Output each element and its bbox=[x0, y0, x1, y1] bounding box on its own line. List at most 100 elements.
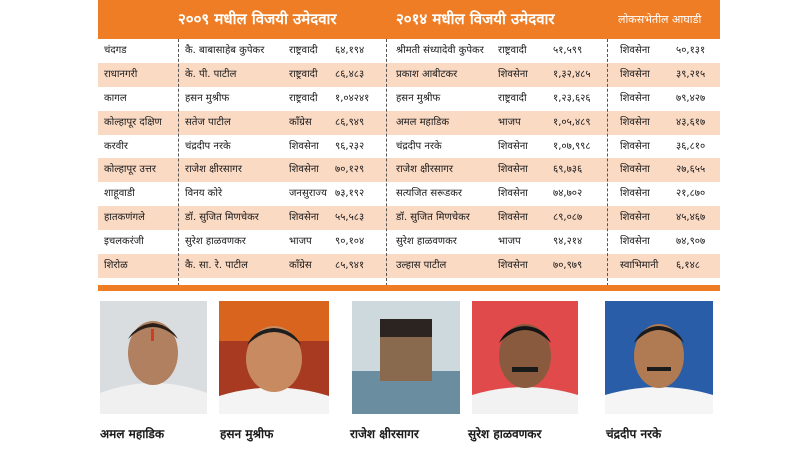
cell-votes-2014: १,०५,४८९ bbox=[553, 116, 591, 128]
cell-constituency: करवीर bbox=[104, 140, 129, 152]
table-row: शाहूवाडी विनय कोरे जनसुराज्य ७३,१९२ सत्यजित … bbox=[98, 182, 720, 207]
cell-party-2014: राष्ट्रवादी bbox=[498, 92, 527, 104]
cell-votes-2009: ८६,४८३ bbox=[335, 68, 365, 80]
portrait-image bbox=[100, 301, 207, 414]
table-row: कोल्हापूर दक्षिण सतेज पाटील काँग्रेस ८६,९४९… bbox=[98, 110, 720, 135]
cell-votes-2009: ८६,९४९ bbox=[335, 116, 365, 128]
cell-winner-2009: कै. बाबासाहेब कुपेकर bbox=[185, 45, 265, 56]
cell-votes-2009: ८५,९४१ bbox=[335, 260, 365, 272]
cell-lead-party: शिवसेना bbox=[620, 92, 650, 104]
cell-lead-votes: ४५,४६७ bbox=[676, 212, 706, 224]
cell-party-2014: शिवसेना bbox=[498, 188, 528, 200]
cell-party-2009: राष्ट्रवादी bbox=[289, 92, 318, 104]
cell-party-2014: शिवसेना bbox=[498, 140, 528, 152]
cell-votes-2014: ६९,७३६ bbox=[553, 164, 583, 176]
cell-lead-party: शिवसेना bbox=[620, 188, 650, 200]
cell-party-2014: भाजप bbox=[498, 236, 521, 248]
cell-constituency: हातकणंगले bbox=[104, 212, 145, 224]
cell-lead-party: शिवसेना bbox=[620, 140, 650, 152]
header-2009: २००९ मधील विजयी उमेदवार bbox=[178, 10, 337, 28]
results-table: २००९ मधील विजयी उमेदवार २०१४ मधील विजयी … bbox=[98, 0, 720, 291]
table-row: कोल्हापूर उत्तर राजेश क्षीरसागर शिवसेना ७०,… bbox=[98, 158, 720, 183]
cell-lead-votes: ५०,१३१ bbox=[676, 45, 706, 56]
photo-suresh-halvankar bbox=[472, 301, 578, 414]
cell-lead-votes: २१,८७० bbox=[676, 188, 706, 200]
cell-lead-party: शिवसेना bbox=[620, 164, 650, 176]
cell-party-2009: काँग्रेस bbox=[289, 260, 312, 272]
cell-winner-2014: डॉ. सुजित मिणचेकर bbox=[396, 212, 470, 224]
cell-votes-2009: ५५,५८३ bbox=[335, 212, 365, 224]
table-bottom-bar bbox=[98, 285, 720, 291]
cell-lead-party: शिवसेना bbox=[620, 68, 650, 80]
caption-amal-mahadik: अमल महाडिक bbox=[100, 427, 165, 441]
cell-winner-2009: हसन मुश्रीफ bbox=[185, 92, 230, 104]
table-row: करवीर चंद्रदीप नरके शिवसेना ९६,२३२ चंद्रदीप … bbox=[98, 134, 720, 159]
cell-constituency: कोल्हापूर दक्षिण bbox=[104, 116, 162, 128]
cell-winner-2009: विनय कोरे bbox=[185, 188, 223, 200]
cell-constituency: इचलकरंजी bbox=[104, 236, 144, 248]
caption-rajesh-kshirsagar: राजेश क्षीरसागर bbox=[350, 427, 419, 441]
cell-lead-party: शिवसेना bbox=[620, 116, 650, 128]
cell-party-2009: शिवसेना bbox=[289, 164, 319, 176]
photo-rajesh-kshirsagar bbox=[352, 301, 460, 414]
cell-lead-party: शिवसेना bbox=[620, 212, 650, 224]
cell-party-2009: राष्ट्रवादी bbox=[289, 68, 318, 80]
cell-winner-2014: हसन मुश्रीफ bbox=[396, 92, 441, 104]
photo-amal-mahadik bbox=[100, 301, 207, 414]
divider-1 bbox=[178, 39, 179, 291]
cell-winner-2009: सतेज पाटील bbox=[185, 116, 231, 128]
cell-party-2009: काँग्रेस bbox=[289, 116, 312, 128]
cell-party-2014: भाजप bbox=[498, 116, 521, 128]
header-2014: २०१४ मधील विजयी उमेदवार bbox=[396, 10, 555, 28]
cell-constituency: शाहूवाडी bbox=[104, 188, 135, 200]
photo-chandradeep-narke bbox=[605, 301, 713, 414]
cell-constituency: शिरोळ bbox=[104, 260, 128, 272]
caption-hasan-mushrif: हसन मुश्रीफ bbox=[220, 427, 274, 441]
cell-party-2014: राष्ट्रवादी bbox=[498, 45, 527, 56]
cell-lead-votes: ३६,८१० bbox=[676, 140, 706, 152]
cell-lead-votes: ३९,२१५ bbox=[676, 68, 706, 80]
cell-votes-2014: ७४,७०२ bbox=[553, 188, 583, 200]
table-row: इचलकरंजी सुरेश हाळवणकर भाजप ९०,१०४ सुरेश हाळ… bbox=[98, 230, 720, 255]
cell-winner-2009: सुरेश हाळवणकर bbox=[185, 236, 246, 248]
cell-lead-votes: ७४,९०७ bbox=[676, 236, 706, 248]
cell-party-2014: शिवसेना bbox=[498, 212, 528, 224]
cell-winner-2009: राजेश क्षीरसागर bbox=[185, 164, 242, 176]
cell-votes-2014: ५१,५९९ bbox=[553, 45, 583, 56]
cell-winner-2009: चंद्रदीप नरके bbox=[185, 140, 231, 152]
caption-chandradeep-narke: चंद्रदीप नरके bbox=[606, 427, 662, 441]
cell-party-2009: जनसुराज्य bbox=[289, 188, 327, 200]
table-row: राधानगरी के. पी. पाटील राष्ट्रवादी ८६,४८३ प्… bbox=[98, 62, 720, 87]
cell-lead-votes: ४३,६१७ bbox=[676, 116, 706, 128]
cell-winner-2014: श्रीमती संध्यादेवी कुपेकर bbox=[396, 45, 484, 56]
table-body: चंदगड कै. बाबासाहेब कुपेकर राष्ट्रवादी ६४,१… bbox=[98, 39, 720, 278]
cell-party-2014: शिवसेना bbox=[498, 68, 528, 80]
portrait-image bbox=[472, 301, 578, 414]
cell-votes-2014: १,२३,६२६ bbox=[553, 92, 591, 104]
cell-votes-2009: ९०,१०४ bbox=[335, 236, 365, 248]
table-header: २००९ मधील विजयी उमेदवार २०१४ मधील विजयी … bbox=[98, 0, 720, 39]
portrait-image bbox=[219, 301, 329, 414]
cell-constituency: चंदगड bbox=[104, 45, 127, 56]
portrait-image bbox=[352, 301, 460, 414]
cell-votes-2014: १,३२,४८५ bbox=[553, 68, 591, 80]
divider-3 bbox=[607, 39, 608, 291]
cell-votes-2009: ९६,२३२ bbox=[335, 140, 365, 152]
cell-party-2009: शिवसेना bbox=[289, 140, 319, 152]
cell-votes-2009: ६४,१९४ bbox=[335, 45, 365, 56]
cell-lead-votes: ६,१४८ bbox=[676, 260, 700, 272]
cell-votes-2014: ९४,२१४ bbox=[553, 236, 583, 248]
table-row: कागल हसन मुश्रीफ राष्ट्रवादी १,०४२४१ हसन मुश… bbox=[98, 86, 720, 111]
divider-2 bbox=[386, 39, 387, 291]
cell-winner-2014: उल्हास पाटील bbox=[396, 260, 447, 272]
cell-votes-2014: १,०७,९९८ bbox=[553, 140, 591, 152]
cell-constituency: कागल bbox=[104, 92, 127, 104]
cell-lead-votes: २७,६५५ bbox=[676, 164, 706, 176]
cell-lead-votes: ७९,४२७ bbox=[676, 92, 706, 104]
table-row: शिरोळ कै. सा. रे. पाटील काँग्रेस ८५,९४१ उल्ह… bbox=[98, 254, 720, 278]
cell-constituency: कोल्हापूर उत्तर bbox=[104, 164, 156, 176]
cell-party-2009: शिवसेना bbox=[289, 212, 319, 224]
cell-votes-2014: ८९,०८७ bbox=[553, 212, 583, 224]
portrait-image bbox=[605, 301, 713, 414]
cell-party-2009: भाजप bbox=[289, 236, 312, 248]
